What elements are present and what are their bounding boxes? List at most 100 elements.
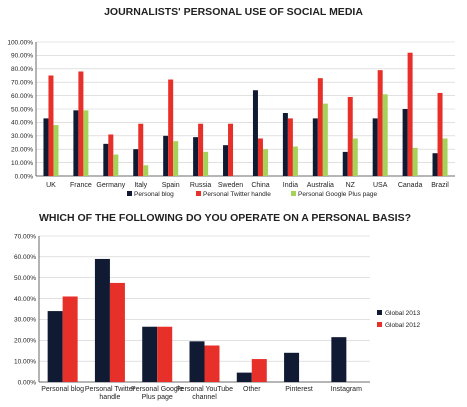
- chart-1-bar: [113, 154, 119, 176]
- chart-2-bar: [204, 345, 220, 382]
- chart-1-y-tick-label: 40.00%: [11, 120, 33, 127]
- chart-1-y-tick-label: 100.00%: [7, 39, 33, 46]
- chart-1-bar: [43, 118, 49, 176]
- chart-1-bar: [103, 143, 109, 176]
- chart-1-bar: [377, 70, 383, 176]
- chart-1-bar: [372, 118, 378, 176]
- chart-1-bar: [292, 146, 298, 176]
- chart-1-x-category-label: UK: [46, 182, 56, 189]
- chart-1-legend-swatch: [127, 191, 132, 196]
- chart-2-legend-swatch: [377, 322, 382, 327]
- chart-2-y-tick-label: 0.00%: [18, 379, 37, 386]
- chart-1-bar: [407, 52, 413, 176]
- chart-1-x-category-label: India: [283, 182, 298, 189]
- chart-1-bar: [257, 138, 263, 176]
- chart-2-bar: [94, 258, 110, 382]
- chart-1-bar: [168, 79, 174, 176]
- chart-2-x-category-label: channel: [192, 394, 217, 401]
- chart-1-x-category-label: Germany: [96, 182, 125, 189]
- chart-1-x-category-label: USA: [373, 182, 388, 189]
- chart-2-x-category-label: Personal Twitter: [85, 386, 136, 393]
- chart-1-bar: [437, 92, 443, 176]
- chart-2-y-tick-label: 70.00%: [14, 233, 36, 240]
- chart-1-bar: [382, 94, 388, 176]
- chart-2-x-category-label: Plus page: [142, 394, 173, 401]
- chart-1-x-category-label: Italy: [134, 182, 147, 189]
- chart-2-x-category-label: Other: [243, 386, 261, 393]
- chart-2-y-tick-label: 50.00%: [14, 275, 36, 282]
- chart-1-bar: [432, 153, 438, 176]
- chart-2-bar: [109, 282, 125, 382]
- chart-1-bar: [133, 149, 139, 176]
- chart-1-bar: [83, 110, 89, 176]
- chart-1-bar: [53, 125, 59, 176]
- chart-2-bar: [157, 326, 173, 382]
- chart-1-bar: [163, 135, 169, 176]
- chart-1-bar: [402, 109, 408, 176]
- chart-1-y-tick-label: 0.00%: [15, 173, 34, 180]
- chart-1-y-tick-label: 10.00%: [11, 160, 33, 167]
- chart-2-x-category-label: Personal YouTube: [176, 386, 233, 393]
- chart-1-bar: [48, 75, 54, 176]
- chart-1-bar: [138, 123, 144, 176]
- chart-2-bar: [47, 311, 63, 382]
- chart-1-y-tick-label: 90.00%: [11, 53, 33, 60]
- chart-2-y-tick-label: 20.00%: [14, 338, 36, 345]
- chart-2-bar: [142, 326, 158, 382]
- chart-2-y-tick-label: 30.00%: [14, 317, 36, 324]
- chart-2-x-category-label: Instagram: [331, 386, 362, 393]
- chart-1-bar: [173, 141, 179, 176]
- chart-1-x-category-label: Russia: [190, 182, 212, 189]
- chart-1-y-tick-label: 20.00%: [11, 147, 33, 154]
- chart-1-bar: [203, 151, 209, 176]
- chart-1-title: JOURNALISTS' PERSONAL USE OF SOCIAL MEDI…: [104, 6, 363, 18]
- chart-2-x-category-label: Pinterest: [285, 386, 313, 393]
- chart-1-bar: [352, 138, 358, 176]
- chart-2-legend-label: Global 2012: [385, 322, 420, 329]
- chart-2-legend-swatch: [377, 310, 382, 315]
- chart-2-legend-label: Global 2013: [385, 310, 420, 317]
- chart-1-bar: [347, 96, 353, 176]
- chart-1-bar: [342, 151, 348, 176]
- chart-1-x-category-label: NZ: [346, 182, 356, 189]
- chart-1-bar: [73, 110, 79, 176]
- chart-1-bar: [287, 118, 293, 176]
- chart-2-bar: [251, 359, 267, 382]
- chart-1-bar: [442, 138, 448, 176]
- chart-1-legend-label: Personal blog: [134, 191, 174, 198]
- chart-1-legend-swatch: [291, 191, 296, 196]
- chart-1-bar: [108, 134, 114, 176]
- chart-1-x-category-label: Canada: [398, 182, 423, 189]
- chart-2-x-category-label: Personal blog: [41, 386, 84, 393]
- chart-1-bar: [198, 123, 204, 176]
- chart-1-bar: [312, 118, 318, 176]
- chart-1-x-category-label: China: [251, 182, 269, 189]
- chart-1-bar: [193, 137, 199, 176]
- chart-1-y-tick-label: 30.00%: [11, 133, 33, 140]
- chart-1-y-tick-label: 80.00%: [11, 66, 33, 73]
- chart-2-bar: [284, 352, 300, 382]
- chart-1-y-tick-label: 60.00%: [11, 93, 33, 100]
- chart-1-bar: [262, 149, 268, 176]
- chart-2-bar: [62, 296, 78, 382]
- chart-1-y-tick-label: 70.00%: [11, 80, 33, 87]
- chart-1-bar: [78, 71, 84, 176]
- chart-1-x-category-label: Brazil: [431, 182, 449, 189]
- chart-1-y-tick-label: 50.00%: [11, 106, 33, 113]
- chart-1-bar: [412, 147, 418, 176]
- chart-2-y-tick-label: 10.00%: [14, 358, 36, 365]
- chart-2-title: WHICH OF THE FOLLOWING DO YOU OPERATE ON…: [39, 212, 411, 224]
- chart-1-x-category-label: France: [70, 182, 92, 189]
- chart-2-y-tick-label: 60.00%: [14, 254, 36, 261]
- chart-1-bar: [223, 145, 229, 176]
- chart-1-bar: [317, 78, 323, 176]
- chart-2-bar: [189, 341, 205, 382]
- chart-2-x-category-label: Personal Google: [131, 386, 183, 393]
- chart-1-bar: [322, 103, 328, 176]
- chart-1-bar: [282, 113, 288, 176]
- chart-1-x-category-label: Australia: [307, 182, 334, 189]
- chart-2-x-category-label: handle: [99, 394, 120, 401]
- chart-1-x-category-label: Spain: [162, 182, 180, 189]
